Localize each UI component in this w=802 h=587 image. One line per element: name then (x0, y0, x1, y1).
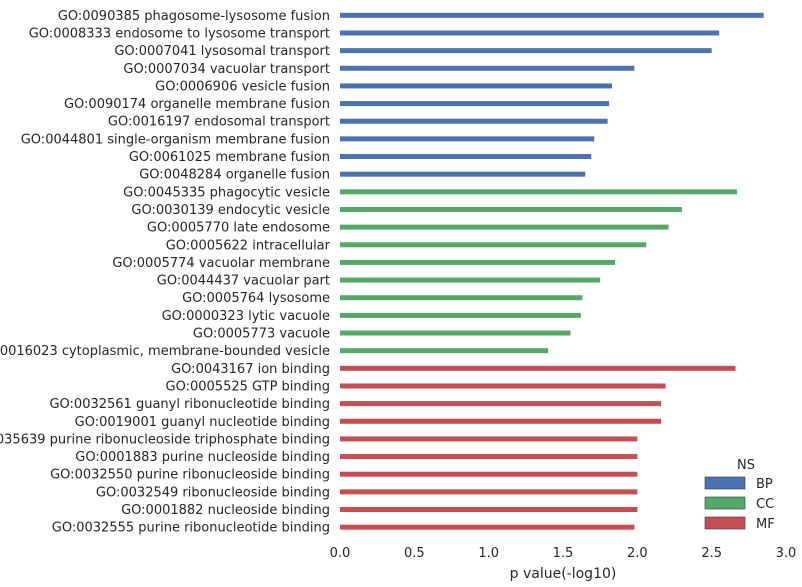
legend-label-cc: CC (756, 497, 774, 512)
bar-cc (340, 206, 682, 212)
bar-bp (340, 118, 608, 124)
category-label: GO:0016197 endosomal transport (108, 115, 330, 130)
bar-bp (340, 83, 613, 89)
category-label: GO:0001883 purine nucleoside binding (75, 450, 330, 465)
x-tick-label: 0.5 (404, 546, 425, 561)
bar-mf (340, 418, 662, 424)
bar-mf (340, 436, 638, 442)
x-tick-label: 1.0 (478, 546, 499, 561)
bar-mf (340, 507, 638, 513)
x-tick-label: 1.5 (553, 546, 574, 561)
bar-mf (340, 524, 635, 530)
legend-title: NS (737, 458, 755, 473)
bar-cc (340, 259, 616, 265)
bar-bp (340, 30, 720, 36)
legend-label-bp: BP (756, 477, 773, 492)
category-label: GO:0032555 purine ribonucleotide binding (52, 521, 330, 536)
category-label: GO:0016023 cytoplasmic, membrane-bounded… (0, 344, 330, 359)
category-label: GO:0032549 ribonucleoside binding (96, 485, 330, 500)
bar-bp (340, 154, 592, 160)
x-tick-label: 0.0 (330, 546, 351, 561)
category-label: GO:0035639 purine ribonucleoside triphos… (0, 432, 330, 447)
category-label: GO:0030139 endocytic vesicle (131, 203, 330, 218)
category-label: GO:0032561 guanyl ribonucleotide binding (49, 397, 330, 412)
bar-mf (340, 401, 662, 407)
legend-swatch-cc (704, 496, 746, 510)
category-label: GO:0007034 vacuolar transport (123, 62, 330, 77)
legend-swatch-mf (704, 516, 746, 530)
x-tick-label: 2.0 (627, 546, 648, 561)
category-label: GO:0043167 ion binding (171, 362, 330, 377)
legend-swatch-bp (704, 476, 746, 490)
bar-bp (340, 65, 635, 71)
category-label: GO:0001882 nucleoside binding (121, 503, 330, 518)
category-label: GO:0019001 guanyl nucleotide binding (75, 415, 330, 430)
category-label: GO:0005773 vacuole (193, 327, 330, 342)
bar-cc (340, 224, 669, 230)
bar-mf (340, 471, 638, 477)
bar-bp (340, 171, 586, 177)
bar-cc (340, 277, 601, 283)
category-label: GO:0044437 vacuolar part (157, 274, 330, 289)
bar-bp (340, 136, 595, 142)
category-label: GO:0045335 phagocytic vesicle (123, 185, 330, 200)
bar-mf (340, 383, 666, 389)
category-label: GO:0048284 organelle fusion (139, 168, 330, 183)
legend-label-mf: MF (756, 517, 775, 532)
bar-cc (340, 348, 549, 354)
bar-mf (340, 489, 638, 495)
bar-bp (340, 48, 712, 54)
legend: NS BP CC MF (704, 458, 775, 532)
bar-bp (340, 12, 764, 18)
category-label: GO:0090174 organelle membrane fusion (64, 97, 330, 112)
category-label: GO:0005525 GTP binding (166, 379, 330, 394)
bars (340, 12, 764, 530)
bar-mf (340, 454, 638, 460)
category-label: GO:0005764 lysosome (182, 291, 330, 306)
category-labels: GO:0090385 phagosome-lysosome fusion GO:0… (0, 9, 331, 536)
x-tick-label: 3.0 (776, 546, 797, 561)
bar-cc (340, 189, 737, 195)
category-label: GO:0008333 endosome to lysosome transpor… (29, 26, 330, 41)
bar-mf (340, 365, 736, 371)
category-label: GO:0000323 lytic vacuole (162, 309, 330, 324)
category-label: GO:0032550 purine ribonucleoside binding (50, 468, 330, 483)
category-label: GO:0090385 phagosome-lysosome fusion (58, 9, 330, 24)
category-label: GO:0006906 vesicle fusion (155, 79, 330, 94)
category-label: GO:0061025 membrane fusion (129, 150, 330, 165)
bar-bp (340, 101, 610, 107)
category-label: GO:0007041 lysosomal transport (114, 44, 330, 59)
bar-cc (340, 242, 647, 248)
category-label: GO:0005622 intracellular (166, 238, 331, 253)
category-label: GO:0005770 late endosome (147, 221, 330, 236)
category-label: GO:0044801 single-organism membrane fusi… (21, 132, 330, 147)
bar-cc (340, 295, 583, 301)
category-label: GO:0005774 vacuolar membrane (112, 256, 330, 271)
x-tick-label: 2.5 (701, 546, 722, 561)
bar-cc (340, 312, 581, 318)
bar-cc (340, 330, 571, 336)
x-tick-labels: 0.0 0.5 1.0 1.5 2.0 2.5 3.0 (330, 546, 797, 561)
x-axis-title: p value(-log10) (510, 566, 617, 582)
